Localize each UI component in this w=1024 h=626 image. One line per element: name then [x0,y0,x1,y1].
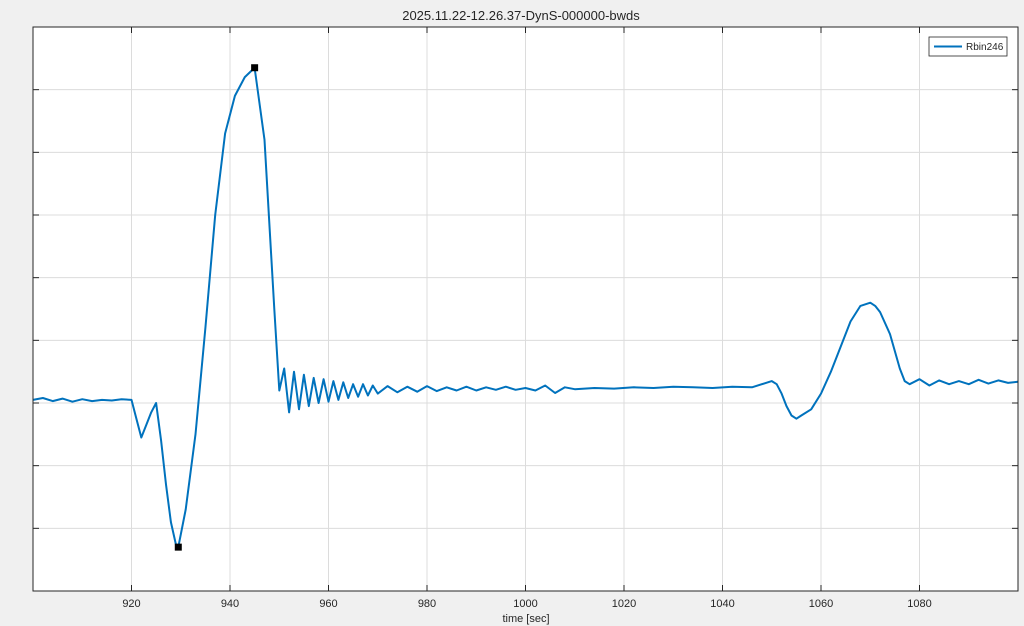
x-tick-label: 1020 [612,598,636,610]
extremum-marker [251,64,259,72]
series-line [32,66,1019,549]
x-tick-labels: 920 940 960 980 1000 1020 1040 1060 1080 [122,598,931,610]
chart-title: 2025.11.22-12.26.37-DynS-000000-bwds [402,8,640,23]
extremum-marker [174,543,182,551]
x-tick-label: 980 [418,598,436,610]
x-tick-label: 1060 [809,598,833,610]
x-tick-label: 1040 [710,598,734,610]
grid [33,27,1018,591]
legend-entry-label: Rbin246 [966,42,1004,53]
x-tick-label: 940 [221,598,239,610]
series-layer [32,66,1019,549]
x-axis-label: time [sec] [502,613,549,625]
legend: Rbin246 [928,36,1008,57]
axis-ticks [33,27,1018,591]
axes-border [32,26,1019,592]
x-tick-label: 920 [122,598,140,610]
x-tick-label: 1000 [513,598,537,610]
legend-box [928,36,1008,57]
x-tick-label: 960 [319,598,337,610]
marker-layer [174,64,259,551]
x-tick-label: 1080 [907,598,931,610]
